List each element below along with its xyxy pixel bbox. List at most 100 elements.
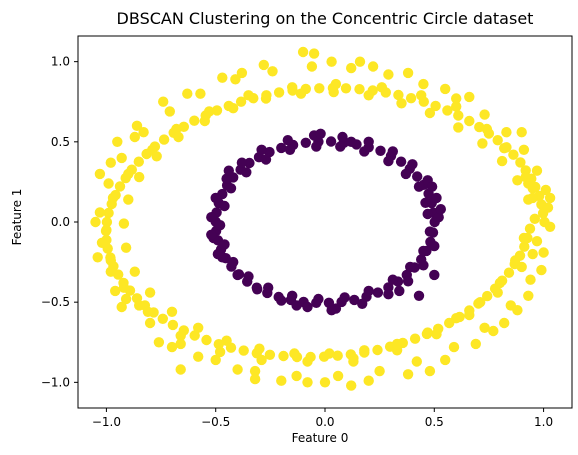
scatter-point bbox=[164, 106, 175, 117]
scatter-point bbox=[114, 181, 126, 192]
scatter-point bbox=[116, 152, 127, 164]
scatter-point bbox=[291, 300, 302, 311]
scatter-point bbox=[451, 93, 462, 104]
scatter-point bbox=[538, 247, 549, 258]
scatter-point bbox=[418, 78, 429, 90]
y-tick-label: −0.5 bbox=[41, 295, 70, 309]
scatter-point bbox=[523, 290, 534, 301]
scatter-point bbox=[524, 223, 536, 234]
scatter-point bbox=[166, 306, 178, 317]
scatter-point bbox=[118, 282, 130, 293]
scatter-point bbox=[418, 260, 429, 271]
scatter-point bbox=[267, 66, 278, 77]
scatter-point bbox=[105, 157, 117, 168]
scatter-point bbox=[129, 266, 140, 277]
scatter-point bbox=[173, 131, 184, 143]
scatter-point bbox=[391, 338, 403, 350]
scatter-point bbox=[110, 285, 121, 297]
scatter-point bbox=[451, 101, 462, 112]
scatter-point bbox=[264, 349, 276, 360]
scatter-point bbox=[431, 192, 442, 204]
scatter-point bbox=[236, 67, 248, 79]
scatter-point bbox=[488, 325, 499, 337]
scatter-point bbox=[282, 135, 293, 146]
scatter-point bbox=[409, 333, 421, 344]
y-tick-label: 0.5 bbox=[51, 135, 70, 149]
scatter-point bbox=[359, 146, 370, 157]
scatter-point bbox=[217, 72, 228, 83]
scatter-point bbox=[243, 271, 254, 282]
y-tick-label: −1.0 bbox=[41, 375, 70, 389]
scatter-point bbox=[243, 90, 254, 101]
scatter-point bbox=[400, 168, 412, 180]
scatter-point bbox=[393, 89, 404, 101]
x-tick-label: 0.5 bbox=[425, 415, 444, 429]
scatter-point bbox=[249, 373, 261, 385]
scatter-point bbox=[219, 239, 230, 250]
scatter-point bbox=[340, 83, 352, 94]
scatter-point bbox=[131, 120, 143, 131]
scatter-point bbox=[387, 274, 398, 285]
scatter-point bbox=[171, 123, 182, 135]
scatter-point bbox=[134, 171, 145, 183]
scatter-point bbox=[544, 192, 556, 204]
scatter-point bbox=[214, 346, 226, 358]
scatter-point bbox=[287, 82, 298, 93]
scatter-point bbox=[105, 266, 117, 277]
scatter-point bbox=[276, 142, 287, 154]
scatter-point bbox=[302, 356, 313, 367]
scatter-point bbox=[101, 216, 113, 228]
scatter-point bbox=[319, 377, 331, 388]
scatter-point bbox=[116, 301, 127, 313]
scatter-point bbox=[105, 255, 117, 266]
scatter-point bbox=[407, 159, 418, 170]
scatter-point bbox=[193, 322, 204, 333]
scatter-point bbox=[193, 351, 204, 362]
scatter-point bbox=[254, 343, 265, 354]
scatter-point bbox=[518, 232, 530, 244]
scatter-point bbox=[396, 98, 407, 109]
scatter-point bbox=[426, 181, 438, 192]
scatter-point bbox=[326, 305, 337, 316]
scatter-point bbox=[204, 106, 215, 117]
scatter-point bbox=[325, 136, 337, 147]
scatter-point bbox=[359, 345, 370, 356]
scatter-point bbox=[142, 306, 154, 317]
scatter-point bbox=[103, 178, 114, 189]
scatter-point bbox=[313, 293, 324, 305]
scatter-point bbox=[260, 93, 272, 104]
scatter-point bbox=[375, 145, 386, 156]
scatter-point bbox=[328, 86, 339, 98]
scatter-point bbox=[289, 348, 300, 359]
scatter-point bbox=[214, 220, 226, 231]
scatter-point bbox=[92, 252, 103, 263]
scatter-point bbox=[167, 319, 179, 331]
scatter-point bbox=[422, 327, 433, 338]
scatter-point bbox=[144, 287, 156, 298]
scatter-point bbox=[291, 370, 302, 382]
scatter-point bbox=[206, 212, 217, 223]
scatter-point bbox=[542, 202, 554, 213]
scatter-point bbox=[302, 301, 313, 313]
scatter-point bbox=[372, 344, 383, 356]
scatter-point bbox=[451, 313, 462, 324]
scatter-point bbox=[120, 293, 132, 305]
scatter-point bbox=[519, 241, 530, 252]
scatter-point bbox=[346, 62, 357, 74]
scatter-point bbox=[499, 317, 510, 329]
scatter-point bbox=[151, 151, 162, 162]
scatter-point bbox=[430, 100, 441, 112]
scatter-point bbox=[302, 377, 313, 388]
scatter-point bbox=[440, 83, 451, 95]
scatter-point bbox=[120, 242, 132, 253]
scatter-point bbox=[374, 365, 385, 377]
scatter-point bbox=[348, 356, 359, 367]
scatter-point bbox=[440, 354, 451, 366]
scatter-point bbox=[256, 144, 267, 155]
scatter-point bbox=[235, 96, 247, 107]
scatter-point bbox=[201, 334, 212, 346]
scatter-point bbox=[332, 350, 343, 361]
scatter-point bbox=[429, 240, 440, 252]
scatter-point bbox=[431, 329, 442, 340]
scatter-point bbox=[383, 69, 394, 80]
